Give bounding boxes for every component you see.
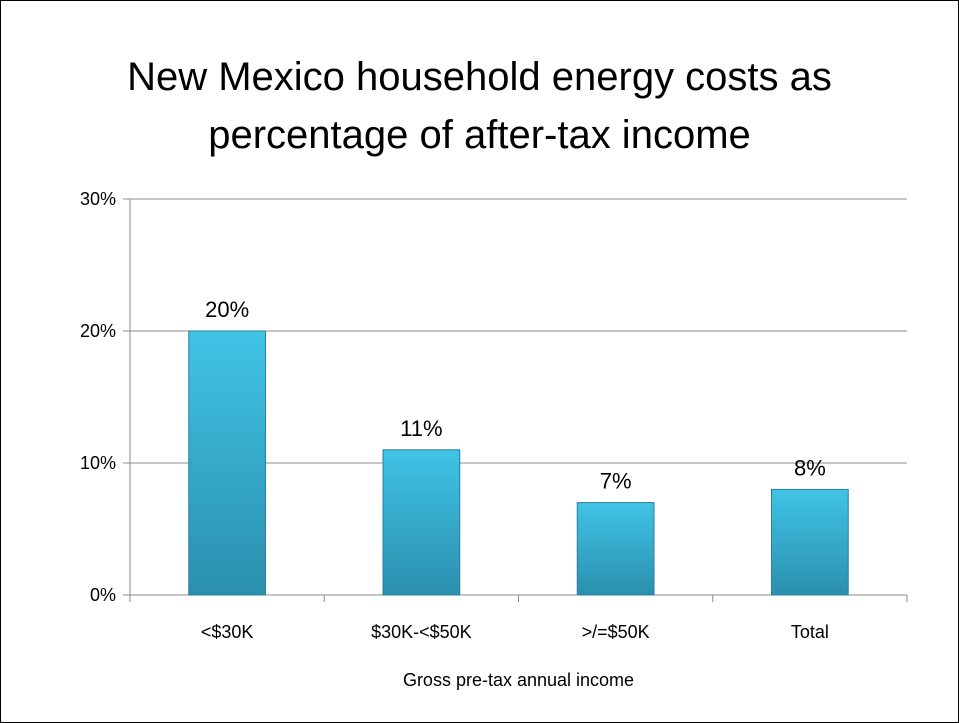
- bar: [382, 449, 461, 596]
- data-label: 20%: [205, 297, 249, 322]
- y-tick-label: 30%: [80, 189, 116, 209]
- y-tick-label: 0%: [90, 585, 116, 605]
- data-label: 8%: [794, 455, 826, 480]
- x-axis-title: Gross pre-tax annual income: [403, 670, 634, 690]
- x-tick-label: >/=$50K: [582, 622, 650, 642]
- x-tick-label: $30K-<$50K: [371, 622, 472, 642]
- data-label: 7%: [600, 469, 632, 494]
- bar: [771, 488, 849, 596]
- labels: 0% 10% 20% 30% 20% <$30K 11% $30K-<$50K 7% >/=$50…: [80, 189, 829, 642]
- y-tick-label: 10%: [80, 453, 116, 473]
- bars: [188, 330, 849, 596]
- bar: [188, 330, 266, 596]
- y-tick-label: 20%: [80, 321, 116, 341]
- chart-title: New Mexico household energy costs as per…: [0, 48, 959, 164]
- x-tick-label: <$30K: [201, 622, 254, 642]
- bar: [576, 502, 655, 596]
- x-tick-label: Total: [791, 622, 829, 642]
- chart-title-line2: percentage of after-tax income: [208, 113, 751, 157]
- chart-title-line1: New Mexico household energy costs as: [127, 55, 832, 99]
- data-label: 11%: [400, 416, 442, 441]
